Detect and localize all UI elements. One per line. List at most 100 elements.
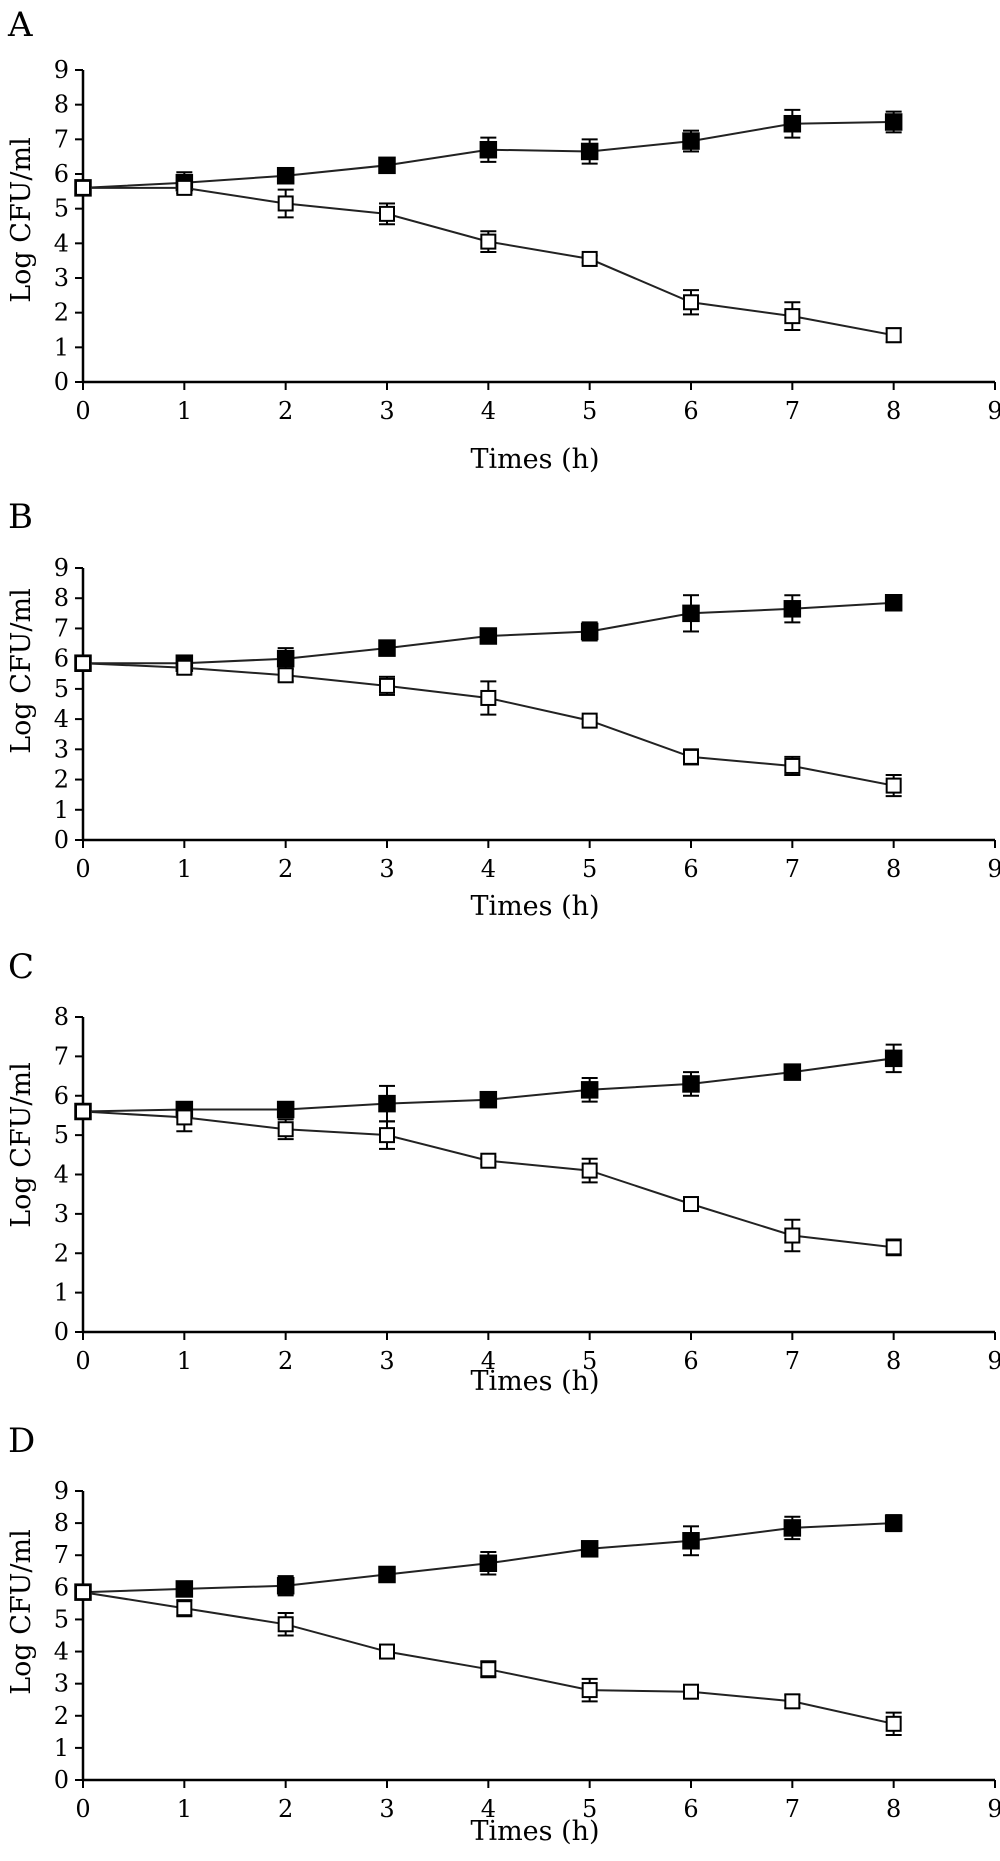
- data-point-open: [784, 757, 801, 774]
- series-filled-squares: [74, 1514, 903, 1601]
- y-tick-label: 6: [54, 160, 69, 188]
- x-tick-label: 8: [886, 855, 901, 883]
- x-tick-label: 0: [75, 397, 90, 425]
- x-tick-label: 8: [886, 1795, 901, 1823]
- data-point-filled: [580, 142, 599, 161]
- y-axis-title: Log CFU/ml: [6, 588, 37, 754]
- x-tick-label: 1: [177, 1795, 192, 1823]
- x-tick-label: 4: [481, 855, 496, 883]
- panel-a: A Log CFU/ml Times (h) 0 1 2 3 4 5 6 7 8 9 0 1 2 3 4 5 6…: [6, 5, 1000, 475]
- y-tick-label: 9: [54, 1477, 69, 1505]
- data-point-open: [784, 1227, 801, 1244]
- series-line: [82, 1110, 894, 1249]
- data-point-open: [176, 1600, 193, 1617]
- data-point-filled: [276, 649, 295, 668]
- y-tick-label: 3: [54, 735, 69, 763]
- x-tick-label: 1: [177, 397, 192, 425]
- y-tick-label: 0: [54, 1318, 69, 1346]
- data-point-filled: [682, 1532, 700, 1550]
- x-tick-label: 3: [379, 1347, 394, 1375]
- y-tick-label: 5: [54, 675, 69, 703]
- y-tick-label: 4: [54, 1161, 69, 1189]
- x-tick-label: 0: [75, 1795, 90, 1823]
- panel-letter-a: A: [7, 5, 33, 45]
- y-tick-label: 5: [54, 195, 69, 223]
- data-point-open: [683, 1196, 699, 1213]
- x-axis-title: Times (h): [470, 1816, 599, 1847]
- x-tick-label: 3: [379, 397, 394, 425]
- y-tick-label: 3: [54, 264, 69, 292]
- x-tick-label: 7: [785, 397, 800, 425]
- data-point-filled: [783, 1519, 802, 1537]
- panel-letter-c: C: [8, 947, 34, 987]
- data-point-filled: [479, 1554, 498, 1572]
- data-point-filled: [276, 166, 295, 185]
- data-point-open: [581, 250, 598, 267]
- data-point-open: [480, 689, 497, 706]
- data-point-filled: [479, 140, 498, 159]
- data-point-open: [379, 677, 395, 694]
- data-point-open: [581, 712, 598, 729]
- data-point-open: [176, 659, 193, 676]
- data-point-filled: [276, 1100, 295, 1119]
- x-tick-label: 0: [75, 855, 90, 883]
- y-tick-label: 7: [54, 1042, 69, 1070]
- panel-letter-d: D: [8, 1421, 35, 1461]
- data-point-filled: [783, 600, 802, 618]
- data-point-open: [277, 1616, 294, 1633]
- y-tick-label: 7: [54, 614, 69, 642]
- x-tick-label: 2: [278, 1347, 293, 1375]
- data-point-open: [581, 1682, 598, 1699]
- panel-c: C Log CFU/ml Times (h) 0 1 2 3 4 5 6 7 8 0 1 2 3 4 5 6 7…: [6, 947, 1000, 1397]
- x-tick-label: 4: [481, 1347, 496, 1375]
- y-tick-label: 4: [54, 1638, 69, 1666]
- y-tick-label: 6: [54, 645, 69, 673]
- data-point-open: [176, 179, 193, 196]
- series-open-squares: [75, 1584, 902, 1737]
- x-tick-label: 8: [886, 397, 901, 425]
- data-point-filled: [682, 1075, 700, 1093]
- data-point-filled: [682, 604, 700, 623]
- x-tick-label: 5: [582, 397, 597, 425]
- data-point-open: [75, 179, 91, 196]
- y-tick-label: 8: [54, 1509, 69, 1537]
- data-point-open: [75, 1103, 91, 1120]
- y-tick-label: 0: [54, 1766, 69, 1794]
- x-tick-label: 4: [481, 1795, 496, 1823]
- y-tick-label: 1: [54, 1734, 69, 1762]
- panel-letter-b: B: [8, 497, 33, 537]
- x-tick-label: 2: [278, 397, 293, 425]
- x-tick-label: 0: [75, 1347, 90, 1375]
- y-tick-label: 5: [54, 1121, 69, 1149]
- data-point-open: [75, 1584, 91, 1601]
- x-axis-title: Times (h): [470, 444, 599, 475]
- data-point-open: [480, 233, 497, 250]
- x-tick-label: 7: [785, 1795, 800, 1823]
- data-point-open: [885, 1239, 902, 1256]
- data-point-open: [683, 1683, 699, 1700]
- x-tick-label: 9: [987, 1347, 1000, 1375]
- x-tick-label: 7: [785, 1347, 800, 1375]
- y-tick-label: 6: [54, 1082, 69, 1110]
- x-tick-label: 5: [582, 1347, 597, 1375]
- series-filled-squares: [74, 108, 903, 197]
- x-tick-label: 9: [987, 855, 1000, 883]
- y-tick-label: 2: [54, 299, 69, 327]
- x-tick-label: 7: [785, 855, 800, 883]
- y-tick-label: 2: [54, 766, 69, 794]
- series-line: [83, 186, 894, 337]
- x-tick-label: 3: [379, 855, 394, 883]
- y-tick-label: 8: [54, 91, 69, 119]
- data-point-filled: [175, 1580, 194, 1598]
- x-tick-label: 5: [582, 855, 597, 883]
- data-point-filled: [378, 1565, 396, 1584]
- x-tick-label: 2: [278, 1795, 293, 1823]
- panel-d: D Log CFU/ml Times (h) 0 1 2 3 4 5 6 7 8 9 0 1 2 3 4 5 6…: [6, 1421, 1000, 1847]
- y-tick-label: 1: [54, 796, 69, 824]
- y-tick-label: 7: [54, 125, 69, 153]
- y-tick-label: 8: [54, 584, 69, 612]
- x-tick-label: 1: [177, 1347, 192, 1375]
- x-tick-label: 6: [683, 1795, 698, 1823]
